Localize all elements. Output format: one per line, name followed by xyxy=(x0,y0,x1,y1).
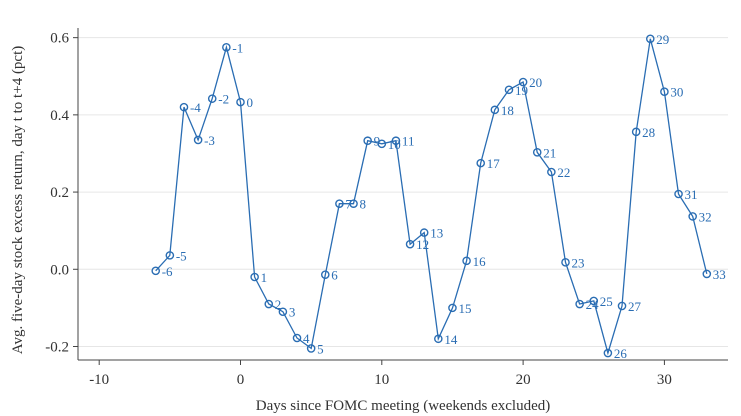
data-point xyxy=(207,94,217,103)
data-label: 29 xyxy=(656,32,669,47)
data-point xyxy=(349,199,358,208)
data-point xyxy=(363,136,372,146)
data-point xyxy=(476,158,486,168)
data-label: 7 xyxy=(345,197,352,212)
data-label: 31 xyxy=(685,187,698,202)
data-label: 18 xyxy=(501,103,514,118)
data-label: 5 xyxy=(317,341,324,356)
y-tick-label: 0.2 xyxy=(50,185,69,201)
x-tick-label: -10 xyxy=(89,372,109,388)
data-label: 15 xyxy=(458,301,471,316)
data-label: 11 xyxy=(402,134,415,149)
data-label: 27 xyxy=(628,299,642,314)
x-axis-label: Days since FOMC meeting (weekends exclud… xyxy=(256,398,551,414)
data-label: -6 xyxy=(162,264,173,279)
series-line xyxy=(155,38,708,356)
data-label: 2 xyxy=(275,297,282,312)
data-label: 16 xyxy=(473,254,487,269)
axes xyxy=(73,28,728,365)
data-label: 25 xyxy=(600,294,613,309)
data-point xyxy=(278,307,288,317)
data-label: -1 xyxy=(232,40,243,55)
x-tick-label: 0 xyxy=(237,372,245,388)
data-point xyxy=(575,299,584,309)
data-point xyxy=(448,303,457,313)
y-tick-label: 0.4 xyxy=(50,108,69,124)
tick-labels: -0.20.00.20.40.6-10 0 10 20 30 xyxy=(45,31,672,388)
data-label: 13 xyxy=(430,226,443,241)
data-point xyxy=(702,269,712,279)
data-point xyxy=(674,189,683,199)
data-point xyxy=(434,334,443,344)
data-label: -2 xyxy=(218,92,229,107)
data-point xyxy=(222,43,231,52)
data-point xyxy=(660,87,669,96)
data-point xyxy=(419,228,429,237)
data-point xyxy=(151,266,161,276)
y-tick-label: 0.0 xyxy=(50,262,69,278)
data-point xyxy=(547,167,556,177)
data-label: 6 xyxy=(331,268,338,283)
data-point xyxy=(589,296,599,306)
data-point xyxy=(603,348,613,358)
data-label: 9 xyxy=(374,134,381,149)
data-label: 10 xyxy=(388,137,401,152)
data-point xyxy=(292,333,302,343)
data-label: 32 xyxy=(699,209,712,224)
data-label: -4 xyxy=(190,100,201,115)
data-point xyxy=(391,136,401,146)
data-point xyxy=(264,299,274,309)
data-label: 17 xyxy=(487,156,501,171)
data-label: 1 xyxy=(261,270,268,285)
data-label: 30 xyxy=(670,85,683,100)
data-label: 33 xyxy=(713,267,726,282)
data-label: 4 xyxy=(303,331,310,346)
data-point xyxy=(645,34,655,44)
y-axis-label: Avg. five-day stock excess return, day t… xyxy=(10,46,26,355)
data-point xyxy=(165,251,175,260)
data-series xyxy=(151,34,712,358)
y-tick-label: 0.6 xyxy=(50,31,69,47)
data-point xyxy=(193,135,203,145)
data-point xyxy=(377,139,387,149)
data-point xyxy=(236,97,245,107)
data-label: 12 xyxy=(416,237,429,252)
data-label: 14 xyxy=(444,332,458,347)
data-label: -3 xyxy=(204,133,215,148)
data-point xyxy=(532,148,542,157)
data-point xyxy=(335,199,344,208)
data-point xyxy=(688,212,697,221)
data-label: 26 xyxy=(614,346,628,361)
data-label: 20 xyxy=(529,75,542,90)
data-point xyxy=(179,102,189,112)
data-point xyxy=(320,270,330,279)
data-label: 22 xyxy=(557,165,570,180)
data-point xyxy=(561,258,570,267)
data-point xyxy=(504,85,514,95)
data-point xyxy=(617,301,627,311)
x-tick-label: 30 xyxy=(657,372,672,388)
data-point xyxy=(405,239,415,249)
data-label: 28 xyxy=(642,125,655,140)
data-label: 21 xyxy=(543,145,556,160)
data-point xyxy=(518,77,528,87)
data-point xyxy=(631,127,641,137)
data-point xyxy=(306,344,316,353)
data-label: -5 xyxy=(176,248,187,263)
data-label: 0 xyxy=(247,95,254,110)
data-label: 19 xyxy=(515,83,528,98)
data-label: 3 xyxy=(289,305,296,320)
data-point xyxy=(490,105,500,115)
y-tick-label: -0.2 xyxy=(45,339,69,355)
data-point xyxy=(250,272,259,282)
x-tick-label: 20 xyxy=(516,372,531,388)
data-label: 24 xyxy=(586,297,600,312)
data-point xyxy=(462,256,471,266)
x-tick-label: 10 xyxy=(374,372,389,388)
data-label: 23 xyxy=(572,255,585,270)
data-label: 8 xyxy=(360,197,367,212)
